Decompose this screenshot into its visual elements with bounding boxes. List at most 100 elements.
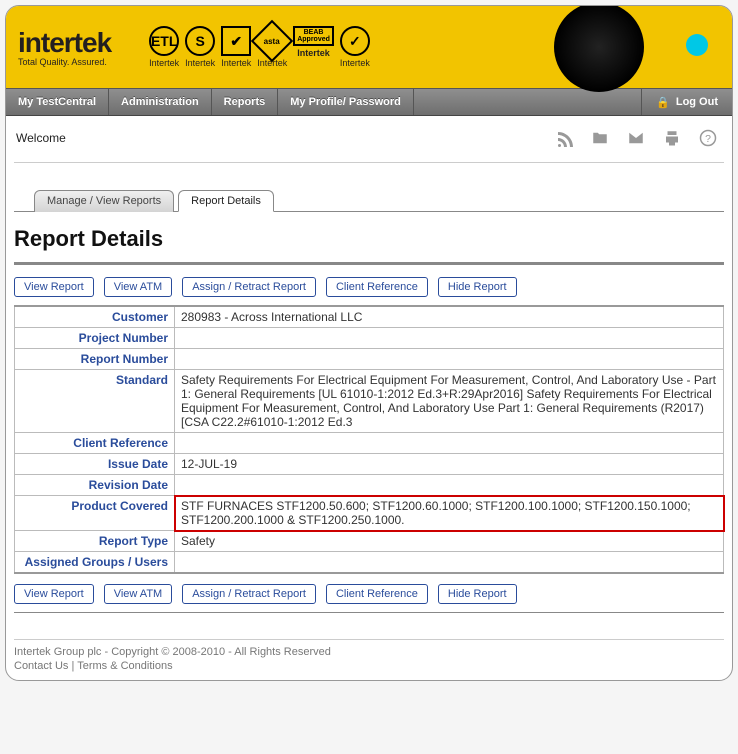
value-client-reference [175,433,724,454]
client-reference-button[interactable]: Client Reference [326,277,428,297]
client-reference-button-bottom[interactable]: Client Reference [326,584,428,604]
beab-icon: BEABApproved [293,26,334,46]
nav-logout[interactable]: 🔒 Log Out [641,89,732,115]
nav-reports[interactable]: Reports [212,89,279,115]
label-revision-date: Revision Date [15,475,175,496]
row-issue-date: Issue Date 12-JUL-19 [15,454,724,475]
etl-icon: ETL [149,26,179,56]
footer: Intertek Group plc - Copyright © 2008-20… [14,639,724,678]
accent-dot [686,34,708,56]
nav-spacer [414,89,641,115]
footer-links: Contact Us | Terms & Conditions [14,660,724,672]
label-issue-date: Issue Date [15,454,175,475]
cert-check: ✔ Intertek [221,26,251,68]
view-report-button-bottom[interactable]: View Report [14,584,94,604]
label-standard: Standard [15,370,175,433]
label-customer: Customer [15,306,175,328]
cert-label: Intertek [221,58,251,68]
value-issue-date: 12-JUL-19 [175,454,724,475]
label-assigned: Assigned Groups / Users [15,552,175,574]
label-report-number: Report Number [15,349,175,370]
row-standard: Standard Safety Requirements For Electri… [15,370,724,433]
row-revision-date: Revision Date [15,475,724,496]
cert-row: ETL Intertek S Intertek ✔ Intertek asta … [149,26,370,68]
cert-leaf: ✓ Intertek [340,26,370,68]
assign-retract-button[interactable]: Assign / Retract Report [182,277,316,297]
value-report-type: Safety [175,531,724,552]
content-area: Welcome ? Manage / View Reports Report D… [6,116,732,680]
svg-text:?: ? [705,133,711,145]
cert-label: Intertek [149,58,179,68]
check-icon: ✔ [221,26,251,56]
row-product-covered: Product Covered STF FURNACES STF1200.50.… [15,496,724,531]
view-atm-button-bottom[interactable]: View ATM [104,584,173,604]
tab-report-details[interactable]: Report Details [178,190,274,212]
cert-etl: ETL Intertek [149,26,179,68]
page-title: Report Details [14,226,724,252]
row-client-reference: Client Reference [15,433,724,454]
label-product-covered: Product Covered [15,496,175,531]
toolbar-icons: ? [554,128,724,148]
value-product-covered: STF FURNACES STF1200.50.600; STF1200.60.… [175,496,724,531]
footer-sep: | [68,660,77,672]
assign-retract-button-bottom[interactable]: Assign / Retract Report [182,584,316,604]
nav-bar: My TestCentral Administration Reports My… [6,88,732,116]
s-icon: S [185,26,215,56]
footer-terms-link[interactable]: Terms & Conditions [77,660,172,672]
rss-icon[interactable] [554,128,574,148]
globe-icon [554,5,644,92]
view-report-button[interactable]: View Report [14,277,94,297]
print-icon[interactable] [662,128,682,148]
help-icon[interactable]: ? [698,128,718,148]
logo-text: intertek [18,27,111,59]
title-rule [14,262,724,265]
welcome-text: Welcome [16,131,66,145]
separator [14,162,724,163]
logo-block: intertek Total Quality. Assured. [18,27,111,67]
value-customer: 280983 - Across International LLC [175,306,724,328]
cert-label: Intertek [340,58,370,68]
asta-icon: asta [251,20,293,62]
hide-report-button-bottom[interactable]: Hide Report [438,584,517,604]
value-standard: Safety Requirements For Electrical Equip… [175,370,724,433]
value-revision-date [175,475,724,496]
mail-icon[interactable] [626,128,646,148]
row-assigned: Assigned Groups / Users [15,552,724,574]
footer-copyright: Intertek Group plc - Copyright © 2008-20… [14,646,724,658]
cert-s: S Intertek [185,26,215,68]
tab-manage-reports[interactable]: Manage / View Reports [34,190,174,212]
nav-administration[interactable]: Administration [109,89,212,115]
view-atm-button[interactable]: View ATM [104,277,173,297]
folder-icon[interactable] [590,128,610,148]
header-banner: intertek Total Quality. Assured. ETL Int… [6,6,732,88]
label-client-reference: Client Reference [15,433,175,454]
row-report-type: Report Type Safety [15,531,724,552]
cert-label: Intertek [297,48,330,58]
welcome-row: Welcome ? [14,124,724,148]
app-window: intertek Total Quality. Assured. ETL Int… [5,5,733,681]
button-row-top: View Report View ATM Assign / Retract Re… [14,277,724,297]
bottom-rule [14,612,724,613]
row-customer: Customer 280983 - Across International L… [15,306,724,328]
nav-my-profile[interactable]: My Profile/ Password [278,89,414,115]
button-row-bottom: View Report View ATM Assign / Retract Re… [14,584,724,604]
footer-contact-link[interactable]: Contact Us [14,660,68,672]
label-project-number: Project Number [15,328,175,349]
tabs: Manage / View Reports Report Details [14,189,724,212]
cert-label: Intertek [185,58,215,68]
leaf-icon: ✓ [340,26,370,56]
row-project-number: Project Number [15,328,724,349]
hide-report-button[interactable]: Hide Report [438,277,517,297]
value-project-number [175,328,724,349]
cert-beab: BEABApproved Intertek [293,26,334,68]
label-report-type: Report Type [15,531,175,552]
row-report-number: Report Number [15,349,724,370]
lock-icon: 🔒 [656,96,670,109]
cert-asta: asta Intertek [257,26,287,68]
value-assigned [175,552,724,574]
value-report-number [175,349,724,370]
logout-label: Log Out [676,96,718,108]
details-table: Customer 280983 - Across International L… [14,305,724,574]
logo-tagline: Total Quality. Assured. [18,57,111,67]
nav-my-testcentral[interactable]: My TestCentral [6,89,109,115]
